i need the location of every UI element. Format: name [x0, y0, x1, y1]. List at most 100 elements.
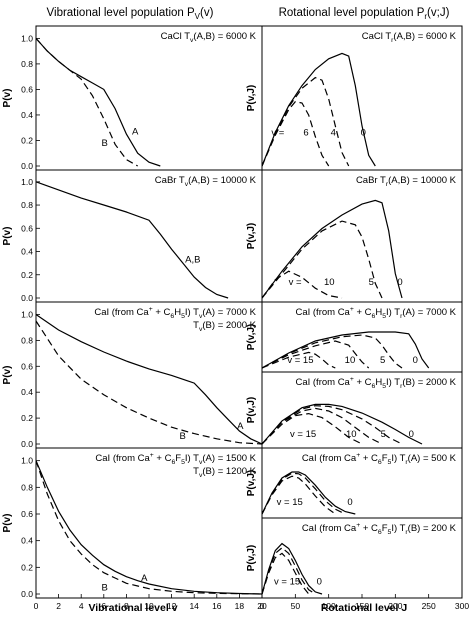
- curve-annotation: v = 15: [274, 576, 300, 587]
- curve-annotation: 0: [347, 497, 352, 508]
- panel-title-part: 6: [372, 383, 376, 390]
- left-column-title-suffix: (v): [200, 7, 214, 19]
- panel-title-part: 6: [170, 313, 174, 320]
- panel-title-part: (B) = 200 K: [408, 523, 457, 534]
- x-tick-label: 6: [101, 601, 106, 611]
- panel-title-part: + C: [153, 307, 171, 318]
- x-tick-label: 10: [144, 601, 154, 611]
- y-axis-label: P(v,J): [246, 85, 257, 112]
- right-column-title: Rotational level population Pr(v;J): [279, 7, 450, 21]
- y-axis-label: P(v,J): [246, 324, 257, 351]
- panel-title-part: +: [150, 452, 154, 459]
- series-line-15: [261, 552, 310, 595]
- y-tick-label: 0.0: [21, 293, 33, 303]
- panel-title-part: r: [391, 37, 394, 44]
- panel-title-part: H: [375, 307, 382, 318]
- panel-title-part: r: [405, 529, 408, 536]
- panel-title-part: v: [190, 37, 194, 44]
- curve-annotation: 5: [369, 277, 374, 288]
- panel-title-part: (A) = 500 K: [408, 453, 457, 464]
- series-line-0: [261, 52, 376, 167]
- curve-annotation: 5: [381, 429, 386, 440]
- y-tick-label: 0.0: [21, 439, 33, 449]
- panel-title-part: +: [350, 306, 354, 313]
- right-x-axis-label: Rotational level J: [321, 602, 408, 614]
- series-line-B: [35, 460, 263, 595]
- y-tick-label: 1.0: [21, 177, 33, 187]
- panel-title-part: CaI (from Ca: [295, 377, 350, 388]
- panel-title-part: CaI (from Ca: [95, 453, 150, 464]
- panel-title: CaI (from Ca+ + C6H5I) Tv(A) = 7000 K: [94, 306, 256, 320]
- panel-title-part: I) T: [391, 453, 405, 464]
- left-column-title-sub: V: [195, 12, 201, 21]
- panel-title: CaCl Tr(A,B) = 6000 K: [362, 31, 457, 44]
- panel-title-part: CaCl T: [161, 31, 191, 42]
- panel-r1: CaCl Tr(A,B) = 6000 K P(v,J) v = 6 4 0: [246, 25, 463, 171]
- curve-annotation: 0: [413, 355, 418, 366]
- curve-annotation: A,B: [185, 255, 200, 266]
- series-line-5: [261, 547, 316, 595]
- panel-title-part: I) T: [185, 453, 199, 464]
- panel-title-part: 6: [171, 459, 175, 466]
- panel-title-part: 5: [181, 313, 185, 320]
- y-tick-label: 0.4: [21, 387, 33, 397]
- y-tick-label: 0.8: [21, 335, 33, 345]
- series-line-6: [261, 101, 330, 167]
- panel-title-part: +: [149, 306, 153, 313]
- series-line-15: [261, 351, 336, 369]
- curve-annotation: 6: [303, 128, 308, 139]
- curve-annotation: 10: [324, 277, 335, 288]
- panel-title-part: I) T: [386, 307, 400, 318]
- left-column-title: Vibrational level population PV(v): [47, 7, 214, 21]
- y-axis-label: P(v): [2, 89, 13, 108]
- panel-v2: CaBr Tv(A,B) = 10000 K P(v) 0.0 0.2 0.4 0.6 0.…: [2, 169, 263, 303]
- y-tick-label: 0.6: [21, 509, 33, 519]
- panel-title: CaI (from Ca+ + C6H5I) Tr(B) = 2000 K: [295, 376, 456, 390]
- y-tick-label: 0.6: [21, 361, 33, 371]
- y-axis-label: P(v): [2, 514, 13, 533]
- x-tick-label: 0: [34, 601, 39, 611]
- panel-title-part: F: [175, 453, 181, 464]
- curve-annotation: A: [141, 573, 148, 584]
- panel-title-part: F: [382, 453, 388, 464]
- right-column-title-sub: r: [424, 12, 427, 21]
- curve-annotation: v = 15: [287, 355, 313, 366]
- panel-title-part: 6: [378, 459, 382, 466]
- panel-r5: CaI (from Ca+ + C6F5I) Tr(A) = 500 K P(v,…: [246, 447, 463, 519]
- y-tick-label: 0.8: [21, 482, 33, 492]
- x-tick-label: 300: [455, 601, 469, 611]
- x-tick-label: 100: [322, 601, 336, 611]
- series-line-10: [261, 340, 370, 369]
- x-tick-label: 50: [291, 601, 301, 611]
- panel-title: CaI (from Ca+ + C6H5I) Tr(A) = 7000 K: [295, 306, 456, 320]
- y-tick-label: 1.0: [21, 309, 33, 319]
- series-line-5: [261, 472, 346, 515]
- left-column-title-main: Vibrational level population P: [47, 7, 195, 19]
- series-line-0: [261, 331, 430, 369]
- panel-title-part: v: [185, 181, 189, 188]
- curve-annotation: 0: [317, 576, 322, 587]
- panel-title-part: + C: [360, 523, 378, 534]
- panel-title-part: (A) = 1500 K: [202, 453, 256, 464]
- y-tick-label: 0.0: [21, 161, 33, 171]
- panel-title: CaI (from Ca+ + C6F5I) Tv(A) = 1500 K: [95, 452, 256, 466]
- panel-title-part: F: [382, 523, 388, 534]
- panel-v4: CaI (from Ca+ + C6F5I) Tv(A) = 1500 KTv(…: [2, 447, 267, 611]
- y-axis-label: P(v,J): [246, 545, 257, 572]
- panel-title-part: CaI (from Ca: [302, 523, 357, 534]
- y-tick-label: 0.4: [21, 536, 33, 546]
- curve-annotation: B: [180, 431, 186, 442]
- x-tick-label: 12: [167, 601, 177, 611]
- panel-title-part: (A,B) = 10000 K: [188, 175, 257, 186]
- panel-title-part: +: [356, 452, 360, 459]
- panel-title-part: I) T: [386, 377, 400, 388]
- panel-title-part: I) T: [391, 523, 405, 534]
- series-line-A: [35, 38, 161, 167]
- panel-title-part: r: [386, 181, 389, 188]
- panel-title-part: v: [199, 459, 203, 466]
- panel-title-part: 5: [382, 383, 386, 390]
- series-line-A: [35, 460, 263, 595]
- series-line-B: [35, 320, 263, 445]
- x-tick-label: 14: [189, 601, 199, 611]
- series-line-0: [261, 403, 423, 445]
